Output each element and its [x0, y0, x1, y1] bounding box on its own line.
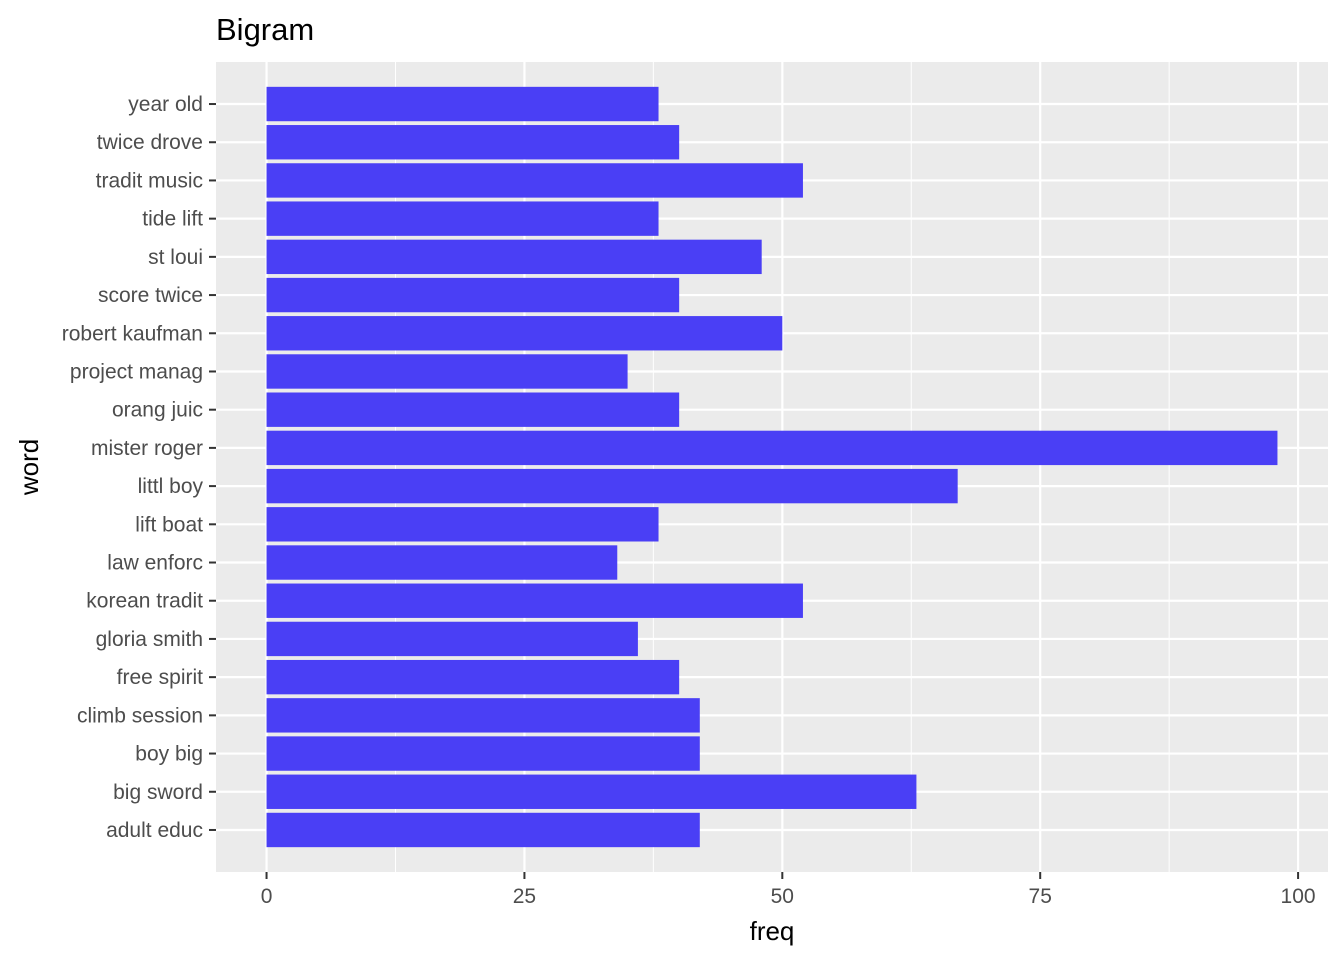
y-tick-label: littl boy: [138, 475, 204, 498]
y-tick-label: tradit music: [96, 169, 203, 192]
y-tick-label: korean tradit: [86, 590, 203, 613]
x-axis: 0 25 50 75 100: [261, 872, 1316, 908]
y-tick-label: tide lift: [142, 208, 203, 231]
x-tick-label: 0: [261, 885, 273, 908]
bar: [266, 468, 958, 504]
bar: [266, 621, 638, 657]
x-tick-label: 75: [1029, 885, 1052, 908]
y-tick-label: boy big: [135, 743, 203, 766]
bar: [266, 812, 700, 848]
bar: [266, 163, 803, 198]
bar: [266, 698, 700, 733]
x-axis-title: freq: [750, 916, 795, 946]
y-axis-title: word: [14, 439, 44, 496]
bar: [266, 354, 628, 389]
y-tick-label: lift boat: [135, 513, 203, 536]
bar: [266, 86, 659, 122]
y-tick-label: big sword: [113, 781, 203, 804]
y-tick-label: project manag: [70, 360, 203, 383]
bar: [266, 545, 618, 580]
bar: [266, 583, 803, 618]
bar: [266, 316, 783, 351]
bar: [266, 507, 659, 542]
bars: [266, 86, 1278, 848]
y-tick-label: score twice: [98, 284, 203, 307]
bar: [266, 277, 680, 313]
bar: [266, 201, 659, 236]
y-tick-label: twice drove: [97, 131, 203, 154]
y-tick-label: st loui: [148, 246, 203, 269]
bar: [266, 239, 762, 275]
x-tick-label: 100: [1281, 885, 1316, 908]
bar: [266, 659, 680, 695]
bar: [266, 736, 700, 771]
chart-title: Bigram: [216, 12, 314, 47]
y-tick-label: adult educ: [106, 819, 203, 842]
y-tick-label: gloria smith: [96, 628, 203, 651]
y-tick-label: law enforc: [107, 552, 203, 575]
y-tick-label: climb session: [77, 704, 203, 727]
y-tick-label: orang juic: [112, 399, 203, 422]
bar: [266, 125, 680, 160]
y-axis: adult educ big sword boy big climb session f…: [62, 93, 216, 842]
bar: [266, 392, 680, 427]
y-tick-label: free spirit: [117, 666, 204, 689]
bar: [266, 774, 917, 809]
bar: [266, 430, 1278, 466]
y-tick-label: mister roger: [91, 437, 203, 460]
x-tick-label: 50: [771, 885, 794, 908]
x-tick-label: 25: [513, 885, 536, 908]
y-tick-label: year old: [128, 93, 203, 116]
y-tick-label: robert kaufman: [62, 322, 203, 345]
